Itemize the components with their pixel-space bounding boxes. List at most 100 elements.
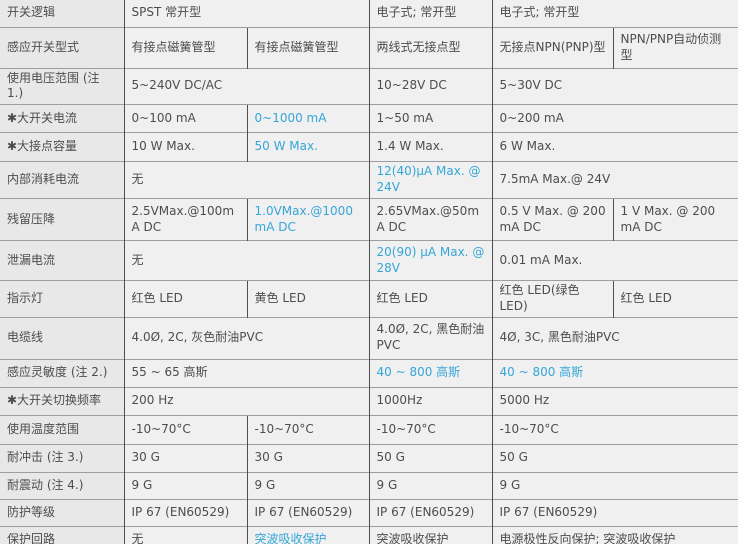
- table-row: 感应开关型式 有接点磁簧管型 有接点磁簧管型 两线式无接点型 无接点NPN(PNP)型 N…: [0, 26, 738, 68]
- table-row: 开关逻辑 SPST 常开型 电子式; 常开型 电子式; 常开型: [0, 0, 738, 27]
- spec-value-cell: 5~30V DC: [491, 67, 738, 105]
- spec-value-cell: IP 67 (EN60529): [491, 498, 738, 527]
- spec-value-cell: 0.01 mA Max.: [491, 240, 738, 281]
- spec-value-cell: 红色 LED: [123, 280, 247, 318]
- table-row: 使用温度范围 -10~70°C -10~70°C -10~70°C -10~70°C: [0, 414, 738, 445]
- spec-value-cell: 黄色 LED: [246, 280, 369, 318]
- spec-value-cell: 9 G: [123, 471, 247, 500]
- row-label-cell: 感应灵敏度 (注 2.): [0, 358, 124, 388]
- spec-value-cell: 2.5VMax.@100mA DC: [123, 198, 247, 241]
- table-row: ✱大开关电流 0~100 mA 0~1000 mA 1~50 mA 0~200 mA: [0, 104, 738, 133]
- spec-value-cell: 30 G: [246, 443, 369, 473]
- spec-value-cell: 4.0Ø, 2C, 黑色耐油PVC: [368, 316, 492, 360]
- table-row: 保护回路无突波吸收保护 突波吸收保护 电源极性反向保护; 突波吸收保护: [0, 525, 738, 544]
- spec-value-cell: 突波吸收保护: [246, 525, 369, 544]
- spec-value-cell: 有接点磁簧管型: [123, 26, 247, 68]
- spec-value-cell: 4.0Ø, 2C, 灰色耐油PVC: [123, 316, 369, 360]
- spec-value-cell: 6 W Max.: [491, 132, 738, 162]
- spec-value-cell: 0.5 V Max. @ 200 mA DC: [491, 198, 613, 241]
- row-label-cell: 内部消耗电流: [0, 161, 124, 199]
- spec-value-cell: 电子式; 常开型: [491, 0, 738, 27]
- table-row: 感应灵敏度 (注 2.) 55 ~ 65 高斯 40 ~ 800 高斯 40 ~ 80…: [0, 358, 738, 388]
- spec-value-cell: 0~200 mA: [491, 104, 738, 133]
- spec-value-cell: -10~70°C: [368, 414, 492, 445]
- spec-value-cell: 200 Hz: [123, 386, 369, 416]
- spec-value-cell: 50 G: [491, 443, 738, 473]
- row-label-cell: 残留压降: [0, 198, 124, 241]
- spec-value-cell: -10~70°C: [123, 414, 247, 445]
- spec-value-cell: 55 ~ 65 高斯: [123, 358, 369, 388]
- spec-value-cell: 5~240V DC/AC: [123, 67, 369, 105]
- spec-value-cell: 1000Hz: [368, 386, 492, 416]
- spec-value-cell: 1~50 mA: [368, 104, 492, 133]
- spec-value-cell: 10~28V DC: [368, 67, 492, 105]
- spec-value-cell: 1 V Max. @ 200 mA DC: [612, 198, 738, 241]
- row-label-cell: 开关逻辑: [0, 0, 124, 27]
- spec-value-cell: 9 G: [491, 471, 738, 500]
- table-row: 指示灯 红色 LED 黄色 LED 红色 LED 红色 LED(绿色 LED) 红色 LE…: [0, 280, 738, 318]
- spec-value-cell: 12(40)μA Max. @ 24V: [368, 161, 492, 199]
- spec-value-cell: 无接点NPN(PNP)型: [491, 26, 613, 68]
- spec-value-cell: 无: [123, 240, 369, 281]
- spec-value-cell: 9 G: [368, 471, 492, 500]
- spec-value-cell: -10~70°C: [491, 414, 738, 445]
- spec-value-cell: 电源极性反向保护; 突波吸收保护: [491, 525, 738, 544]
- spec-value-cell: IP 67 (EN60529): [246, 498, 369, 527]
- table-row: 防护等级 IP 67 (EN60529) IP 67 (EN60529) IP 67 …: [0, 498, 738, 527]
- spec-value-cell: 5000 Hz: [491, 386, 738, 416]
- row-label-cell: 使用温度范围: [0, 414, 124, 445]
- spec-value-cell: 两线式无接点型: [368, 26, 492, 68]
- spec-value-cell: 50 W Max.: [246, 132, 369, 162]
- spec-value-cell: 有接点磁簧管型: [246, 26, 369, 68]
- spec-value-cell: 电子式; 常开型: [368, 0, 492, 27]
- table-row: 耐冲击 (注 3.) 30 G 30 G 50 G 50 G: [0, 443, 738, 473]
- row-label-cell: 电缆线: [0, 316, 124, 360]
- spec-value-cell: 9 G: [246, 471, 369, 500]
- spec-value-cell: -10~70°C: [246, 414, 369, 445]
- spec-value-cell: 红色 LED: [612, 280, 738, 318]
- spec-value-cell: 30 G: [123, 443, 247, 473]
- spec-value-cell: IP 67 (EN60529): [368, 498, 492, 527]
- row-label-cell: ✱大开关电流: [0, 104, 124, 133]
- table-row: 电缆线 4.0Ø, 2C, 灰色耐油PVC 4.0Ø, 2C, 黑色耐油PVC 4Ø,…: [0, 316, 738, 360]
- row-label-cell: 指示灯: [0, 280, 124, 318]
- row-label-cell: ✱大开关切换频率: [0, 386, 124, 416]
- spec-value-cell: 突波吸收保护: [368, 525, 492, 544]
- table-row: 内部消耗电流无 12(40)μA Max. @ 24V 7.5mA Max.@ 24…: [0, 161, 738, 199]
- spec-value-cell: 0~100 mA: [123, 104, 247, 133]
- spec-value-cell: NPN/PNP自动侦测型: [612, 26, 738, 68]
- row-label-cell: 耐冲击 (注 3.): [0, 443, 124, 473]
- row-label-cell: 感应开关型式: [0, 26, 124, 68]
- spec-value-cell: 20(90) μA Max. @ 28V: [368, 240, 492, 281]
- spec-value-cell: 1.4 W Max.: [368, 132, 492, 162]
- spec-value-cell: 无: [123, 161, 369, 199]
- spec-value-cell: 0~1000 mA: [246, 104, 369, 133]
- row-label-cell: 耐震动 (注 4.): [0, 471, 124, 500]
- spec-value-cell: 10 W Max.: [123, 132, 247, 162]
- row-label-cell: 防护等级: [0, 498, 124, 527]
- row-label-cell: 泄漏电流: [0, 240, 124, 281]
- spec-value-cell: 1.0VMax.@1000mA DC: [246, 198, 369, 241]
- table-row: 残留压降 2.5VMax.@100mA DC 1.0VMax.@1000mA DC 2…: [0, 198, 738, 241]
- spec-value-cell: 4Ø, 3C, 黑色耐油PVC: [491, 316, 738, 360]
- spec-value-cell: IP 67 (EN60529): [123, 498, 247, 527]
- row-label-cell: 使用电压范围 (注 1.): [0, 67, 124, 105]
- spec-value-cell: 2.65VMax.@50mA DC: [368, 198, 492, 241]
- spec-value-cell: 红色 LED: [368, 280, 492, 318]
- spec-value-cell: 无: [123, 525, 247, 544]
- spec-value-cell: 40 ~ 800 高斯: [491, 358, 738, 388]
- spec-value-cell: 红色 LED(绿色 LED): [491, 280, 613, 318]
- spec-value-cell: 40 ~ 800 高斯: [368, 358, 492, 388]
- table-row: 泄漏电流无 20(90) μA Max. @ 28V 0.01 mA Max.: [0, 240, 738, 281]
- spec-value-cell: 7.5mA Max.@ 24V: [491, 161, 738, 199]
- spec-value-cell: SPST 常开型: [123, 0, 369, 27]
- row-label-cell: 保护回路: [0, 525, 124, 544]
- table-row: ✱大开关切换频率 200 Hz 1000Hz 5000 Hz: [0, 386, 738, 416]
- spec-value-cell: 50 G: [368, 443, 492, 473]
- table-row: 使用电压范围 (注 1.) 5~240V DC/AC 10~28V DC 5~30V …: [0, 67, 738, 105]
- row-label-cell: ✱大接点容量: [0, 132, 124, 162]
- table-row: ✱大接点容量 10 W Max. 50 W Max. 1.4 W Max. 6 W Ma…: [0, 132, 738, 162]
